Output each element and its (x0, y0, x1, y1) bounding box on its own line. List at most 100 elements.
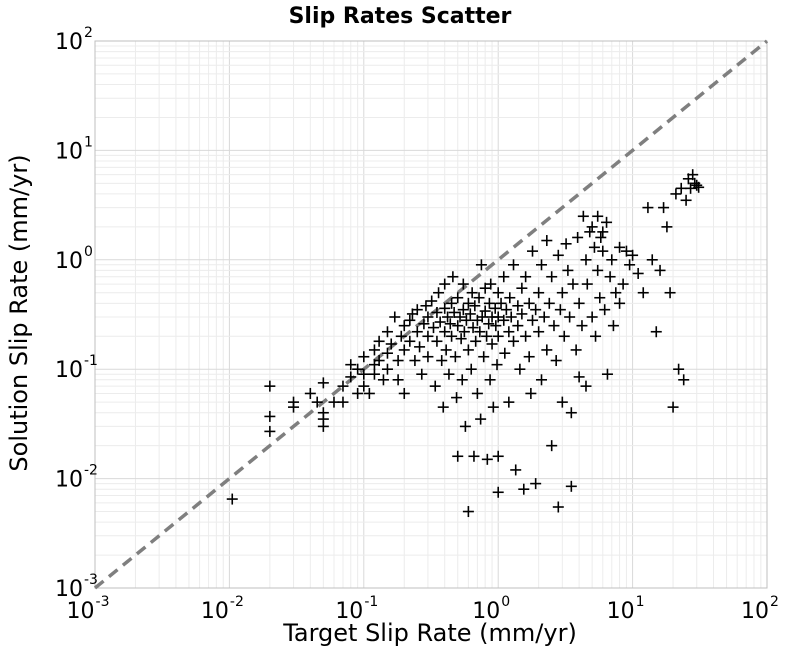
data-point (411, 326, 423, 338)
data-point (675, 182, 687, 194)
y-tick-label: 10-3 (55, 572, 98, 602)
data-point (610, 287, 622, 299)
data-point (577, 210, 589, 222)
data-point (481, 330, 493, 342)
data-point (456, 374, 468, 386)
data-point (439, 278, 451, 290)
data-point (552, 249, 564, 261)
data-point (538, 311, 550, 323)
data-point (264, 380, 276, 392)
data-point (601, 216, 613, 228)
data-point (584, 226, 596, 238)
data-point (434, 316, 446, 328)
data-point (337, 396, 349, 408)
y-tick-label: 10-2 (55, 463, 98, 493)
data-point (594, 292, 606, 304)
data-point (358, 368, 370, 380)
data-point (431, 306, 443, 318)
data-point (624, 259, 636, 271)
data-point (586, 221, 598, 233)
data-point (512, 320, 524, 332)
data-point (395, 330, 407, 342)
data-point (691, 179, 703, 191)
data-point (475, 259, 487, 271)
data-point (487, 401, 499, 413)
data-point (345, 371, 357, 383)
data-point (601, 368, 613, 380)
x-tick-label: 10-3 (67, 594, 110, 624)
data-point (588, 241, 600, 253)
data-point (495, 297, 507, 309)
data-point (385, 338, 397, 350)
data-point (337, 380, 349, 392)
data-point (454, 311, 466, 323)
data-point (464, 308, 476, 320)
data-point (442, 311, 454, 323)
data-point (520, 330, 532, 342)
data-point (637, 287, 649, 299)
data-point (358, 380, 370, 392)
data-point (389, 311, 401, 323)
data-point (516, 308, 528, 320)
data-point (646, 254, 658, 266)
y-axis-label: Solution Slip Rate (mm/yr) (5, 154, 33, 471)
data-point (498, 271, 510, 283)
data-point (527, 314, 539, 326)
data-point (416, 368, 428, 380)
data-point (550, 355, 562, 367)
data-point (614, 241, 626, 253)
data-point (492, 330, 504, 342)
data-point (595, 231, 607, 243)
data-point (541, 235, 553, 247)
y-tick-label: 101 (55, 134, 93, 164)
data-point (489, 302, 501, 314)
data-point (565, 480, 577, 492)
data-point (562, 264, 574, 276)
data-point (431, 335, 443, 347)
x-tick-label: 10-1 (335, 594, 378, 624)
data-point (404, 314, 416, 326)
x-axis-label: Target Slip Rate (mm/yr) (282, 619, 577, 647)
data-point (552, 501, 564, 513)
data-point (546, 271, 558, 283)
data-point (429, 380, 441, 392)
data-point (570, 344, 582, 356)
data-point (530, 304, 542, 316)
data-point (658, 202, 670, 214)
data-point (317, 420, 329, 432)
data-point (516, 282, 528, 294)
data-point (420, 300, 432, 312)
data-point (673, 363, 685, 375)
data-point (404, 335, 416, 347)
data-point (508, 335, 520, 347)
data-point (492, 486, 504, 498)
data-point (498, 314, 510, 326)
data-point (377, 374, 389, 386)
data-point (457, 278, 469, 290)
data-point (533, 287, 545, 299)
data-point (392, 355, 404, 367)
data-point (687, 169, 699, 181)
data-point (632, 267, 644, 279)
data-point (503, 326, 515, 338)
data-point (473, 292, 485, 304)
data-point (398, 387, 410, 399)
data-point (475, 413, 487, 425)
y-tick-label: 10-1 (55, 353, 98, 383)
data-point (543, 297, 555, 309)
data-point (479, 282, 491, 294)
data-point (458, 326, 470, 338)
data-point (484, 374, 496, 386)
data-point (465, 363, 477, 375)
data-point (481, 453, 493, 465)
data-point (491, 359, 503, 371)
data-point (554, 304, 566, 316)
data-point (358, 351, 370, 363)
data-point (530, 478, 542, 490)
data-point (452, 292, 464, 304)
data-point (642, 202, 654, 214)
data-point (451, 392, 463, 404)
data-point (462, 344, 474, 356)
data-point (525, 387, 537, 399)
